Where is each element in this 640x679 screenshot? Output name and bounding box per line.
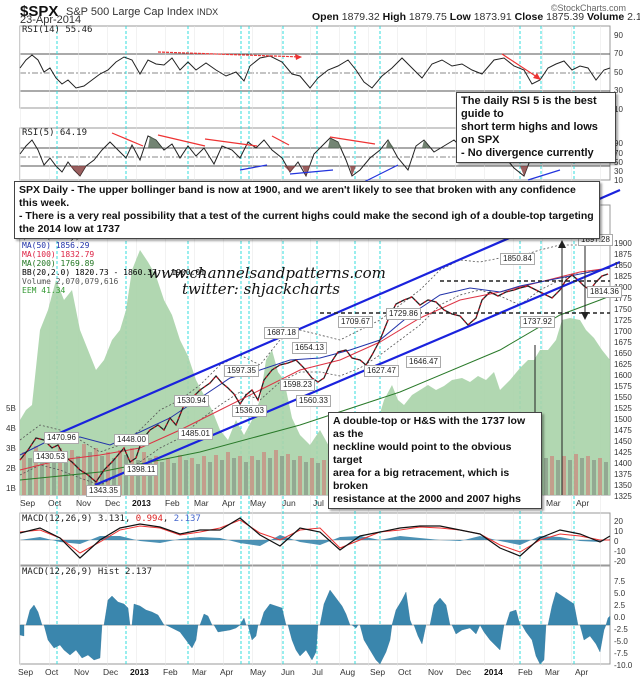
rsi14-divergence-arrow-2: [501, 53, 541, 80]
symbol: $SPX: [20, 3, 59, 20]
daily-note: SPX Daily - The upper bollinger band is …: [14, 181, 600, 239]
spx-down-candles: [19, 273, 609, 483]
quote-summary: Open 1879.32 High 1879.75 Low 1873.91 Cl…: [312, 11, 640, 23]
symbol-name: S&P 500 Large Cap Index INDX: [66, 6, 219, 18]
rsi5-oversold-fill: [70, 166, 528, 176]
macd-line: [19, 517, 611, 559]
watermark-twitter: twitter: shjackcharts: [182, 280, 340, 298]
rsi5-label: RSI(5) 64.19: [22, 128, 88, 138]
rsi14-line: [19, 54, 611, 89]
target-note: A double-top or H&S with the 1737 low as…: [328, 412, 542, 509]
hist-label: MACD(12,26,9) Hist 2.137: [22, 567, 153, 577]
macd-signal-line: [19, 519, 610, 554]
rsi-note: The daily RSI 5 is the best guide to sho…: [456, 92, 616, 163]
legend-ma200: MA(200) 1769.89: [22, 259, 95, 268]
macd-histogram: [19, 589, 611, 665]
chart-header: $SPX S&P 500 Large Cap Index INDX 23-Apr…: [0, 0, 640, 26]
legend-ma50: MA(50) 1856.29: [22, 241, 90, 250]
rsi5-blue-arrows: [239, 164, 561, 184]
legend-volume: Volume 2,070,079,616: [22, 277, 119, 286]
ma100-line: [19, 267, 611, 471]
legend-ma100: MA(100) 1832.79: [22, 250, 95, 259]
legend-eem: EEM 41.34: [22, 286, 66, 295]
legend-bb: BB(20,2.0) 1820.73 - 1860.37 - 1900.01: [22, 268, 206, 277]
rsi14-divergence-arrow: [157, 51, 303, 58]
rsi5-red-arrows: [111, 132, 585, 147]
stockcharts-brand: ©StockCharts.com: [550, 3, 626, 13]
rsi14-label: RSI(14) 55.46: [22, 25, 93, 35]
macd-label: MACD(12,26,9) 3.131, 0.994, 2.137: [22, 514, 201, 524]
chart-date: 23-Apr-2014: [20, 14, 82, 26]
macd-hist-mini: [20, 535, 610, 546]
watermark-url: www.channelsandpatterns.com: [148, 264, 386, 282]
